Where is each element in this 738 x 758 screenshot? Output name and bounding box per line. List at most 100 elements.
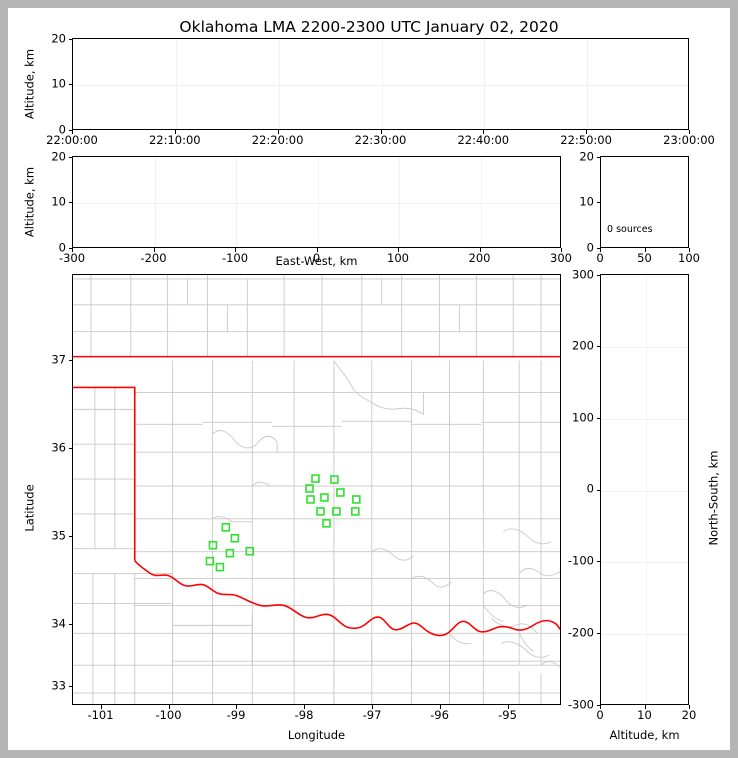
ytick-label: 33 [51,678,66,693]
xtick-label: 22:20:00 [251,133,304,147]
tick [68,84,72,85]
time-height-panel[interactable] [72,38,689,130]
ytick-label: -100 [567,553,594,568]
tick [596,489,600,491]
tick [644,248,646,252]
ytick-label: 100 [572,410,594,425]
tick [479,248,481,252]
ytick-label: 36 [51,440,66,455]
tick [68,536,72,537]
gridline [175,39,177,129]
source-histogram-panel[interactable]: 0 sources [600,156,689,248]
tick [380,130,382,134]
xtick-label: 100 [678,251,700,265]
tick [596,202,600,203]
ytick-label: 10 [579,194,594,209]
tick [68,38,72,40]
tick [596,274,600,276]
plan-view-map-panel[interactable] [72,274,561,705]
tick [596,247,600,249]
gridline [484,39,486,129]
ytick-label: 300 [572,267,594,282]
gridline [601,346,688,348]
tick [561,248,562,252]
axis-label-latitude: Latitude [22,484,37,532]
gridline [73,85,688,86]
tick [689,705,690,709]
axis-label-north-south: North-South, km [706,450,721,546]
tick [372,705,373,709]
lma-station-markers [205,474,361,572]
tick [277,130,279,134]
tick [68,624,72,625]
ytick-label: 20 [579,149,594,164]
tick [72,130,73,134]
xtick-label: -97 [362,708,382,722]
source-count-annotation: 0 sources [607,224,653,235]
tick [68,129,72,131]
gridline [317,157,319,247]
axis-label-altitude: Altitude, km [22,48,37,120]
xtick-label: 0 [596,251,604,265]
tick [689,248,690,252]
ytick-label: 0 [58,240,66,255]
xtick-label: 100 [387,251,409,265]
tick [68,686,72,687]
gridline [601,562,688,564]
gridline [645,275,647,704]
tick [235,248,236,252]
oklahoma-map-svg [73,275,560,704]
tick [439,705,441,709]
tick [596,418,600,419]
xtick-label: -95 [498,708,517,722]
ytick-label: 0 [58,122,66,137]
xtick-label: 0 [596,708,604,722]
gridline [587,39,589,129]
gridline [399,157,400,247]
ytick-label: 200 [572,338,594,353]
county-boundaries [73,275,560,704]
ytick-label: 0 [586,240,594,255]
tick [68,247,72,249]
xtick-label: 200 [468,251,491,265]
tick [174,130,176,134]
tick [507,705,509,709]
tick [586,130,588,134]
tick [72,248,73,252]
ytick-label: 10 [51,194,66,209]
gridline [278,39,280,129]
ytick-label: 34 [51,616,66,631]
tick [596,156,600,158]
tick [644,705,646,709]
tick [236,705,237,709]
tick [316,248,318,252]
ytick-label: -200 [567,625,594,640]
tick [600,705,601,709]
tick [600,248,601,252]
axis-label-altitude: Altitude, km [22,166,37,238]
gridline [73,203,560,204]
ytick-label: -300 [567,697,594,712]
oklahoma-state-border [73,355,560,637]
tick [68,156,72,158]
tick [596,346,600,347]
gridline [601,490,688,492]
tick [168,705,170,709]
north-south-altitude-panel[interactable] [600,274,689,705]
east-west-altitude-panel[interactable] [72,156,561,248]
ytick-label: 20 [51,31,66,46]
xtick-label: 50 [637,251,652,265]
tick [68,448,72,449]
xtick-label: -100 [221,251,249,265]
axis-label-longitude: Longitude [287,728,346,742]
ytick-label: 35 [51,528,66,543]
tick [100,705,102,709]
xtick-label: 10 [637,708,652,722]
tick [596,704,600,706]
ytick-label: 0 [586,481,594,496]
tick [596,633,600,634]
xtick-label: -200 [140,251,167,265]
xtick-label: -99 [226,708,246,722]
xtick-label: 0 [312,251,321,265]
gridline [601,634,688,636]
